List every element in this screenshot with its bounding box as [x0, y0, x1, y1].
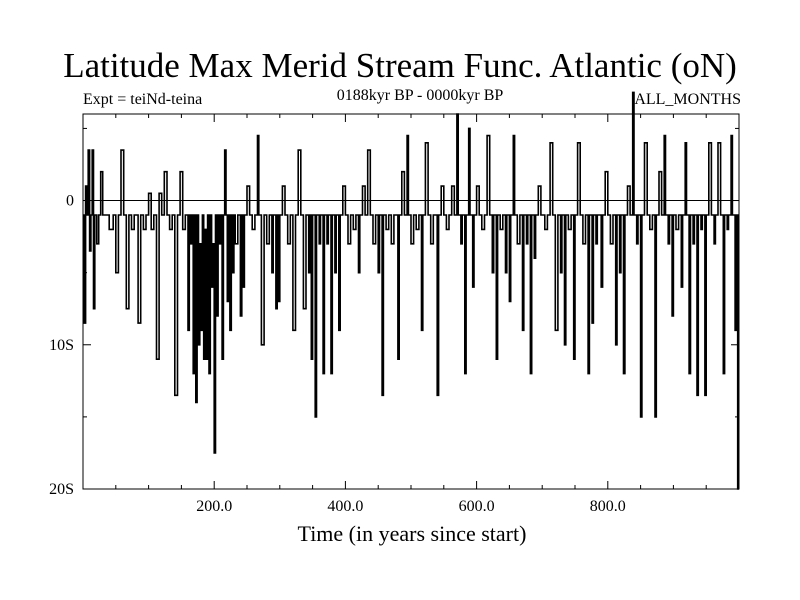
x-axis-label: Time (in years since start) [297, 521, 527, 546]
y-tick-label-1: 10S [49, 337, 74, 354]
y-tick-label-0: 0 [66, 193, 74, 210]
series-layer [83, 91, 739, 490]
tick-layer: 200.0 400.0 600.0 800.0 0 10S 20S [49, 114, 739, 515]
period-label: 0188kyr BP - 0000kyr BP [336, 87, 504, 104]
y-tick-label-2: 20S [49, 481, 74, 498]
series-line-0 [83, 91, 739, 490]
x-tick-label-2: 600.0 [459, 498, 495, 515]
experiment-label: Expt = teiNd-teina [83, 91, 203, 108]
season-label: ALL_MONTHS [634, 91, 741, 108]
x-tick-label-1: 400.0 [327, 498, 363, 515]
chart-title: Latitude Max Merid Stream Func. Atlantic… [63, 46, 737, 85]
x-tick-label-3: 800.0 [590, 498, 626, 515]
x-tick-label-0: 200.0 [196, 498, 232, 515]
